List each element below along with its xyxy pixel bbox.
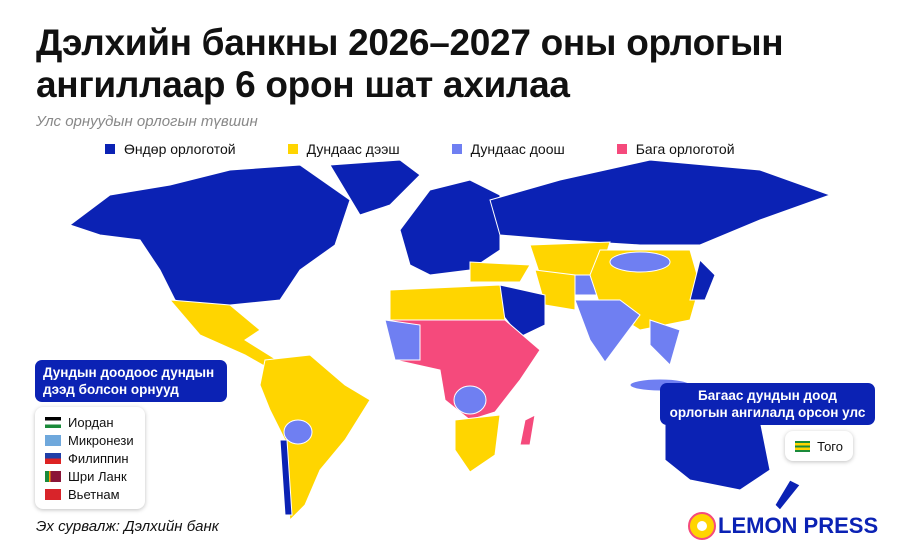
country-list: Того xyxy=(785,431,853,461)
legend-item: Дундаас дээш xyxy=(287,141,400,157)
bolivia xyxy=(283,419,313,445)
flag xyxy=(45,470,61,482)
turkey xyxy=(469,261,531,283)
legend-label: Дундаас дээш xyxy=(306,141,400,157)
greenland xyxy=(329,159,421,216)
country: Шри Ланк xyxy=(45,467,135,485)
source: Эх сурвалж: Дэлхийн банк xyxy=(36,518,219,535)
brand: LEMON PRESS xyxy=(718,513,879,538)
india xyxy=(574,299,641,363)
flag xyxy=(45,416,61,428)
callout-title: Дундын доодоос дундын дээд болсон орнууд xyxy=(35,360,227,402)
madagascar xyxy=(519,414,536,446)
brand-logo xyxy=(688,512,716,540)
north-africa xyxy=(389,284,506,321)
flag xyxy=(45,452,61,464)
legend-item: Дундаас доош xyxy=(451,141,565,157)
title: Дэлхийн банкны 2026–2027 оны орлогын анг… xyxy=(36,22,784,105)
central-africa xyxy=(453,385,487,415)
north-america xyxy=(68,164,351,311)
legend-swatch xyxy=(616,144,627,154)
southern-africa xyxy=(454,414,501,473)
new-zealand xyxy=(774,479,801,511)
country-name: Филиппин xyxy=(68,450,129,466)
callout-upper-middle: Дундын доодоос дундын дээд болсон орнууд… xyxy=(35,360,227,509)
legend-swatch xyxy=(287,144,298,154)
callout-title: Багаас дундын доод орлогын ангилалд орсо… xyxy=(660,383,875,425)
flag xyxy=(795,440,811,452)
country-name: Вьетнам xyxy=(68,486,120,502)
country: Иордан xyxy=(45,413,135,431)
mongolia xyxy=(609,251,671,273)
country-name: Микронези xyxy=(68,432,134,448)
callout-lower-middle: Багаас дундын доод орлогын ангилалд орсо… xyxy=(660,383,875,461)
legend: Өндөр орлоготой Дундаас дээш Дундаас доо… xyxy=(105,141,787,157)
legend-swatch xyxy=(451,144,462,154)
country-name: Шри Ланк xyxy=(68,468,127,484)
flag xyxy=(45,434,61,446)
legend-item: Бага орлоготой xyxy=(616,141,735,157)
sub-saharan-africa xyxy=(384,319,541,421)
legend-item: Өндөр орлоготой xyxy=(105,141,236,157)
country-name: Иордан xyxy=(68,414,114,430)
subtitle: Улс орнуудын орлогын түвшин xyxy=(36,113,258,130)
flag xyxy=(45,488,61,500)
country: Микронези xyxy=(45,431,135,449)
country-list: Иордан Микронези Филиппин Шри Ланк Вьетн… xyxy=(35,407,145,509)
country: Того xyxy=(795,437,843,455)
legend-label: Бага орлоготой xyxy=(635,141,735,157)
europe xyxy=(399,179,501,276)
west-africa xyxy=(384,319,421,361)
legend-label: Дундаас доош xyxy=(470,141,565,157)
japan xyxy=(689,259,716,301)
country: Филиппин xyxy=(45,449,135,467)
legend-label: Өндөр орлоготой xyxy=(124,141,236,157)
south-america xyxy=(259,354,371,522)
country-name: Того xyxy=(817,438,843,454)
southeast-asia xyxy=(649,319,681,366)
country: Вьетнам xyxy=(45,485,135,503)
russia xyxy=(489,159,832,246)
legend-swatch xyxy=(105,144,115,154)
chile xyxy=(279,439,293,516)
